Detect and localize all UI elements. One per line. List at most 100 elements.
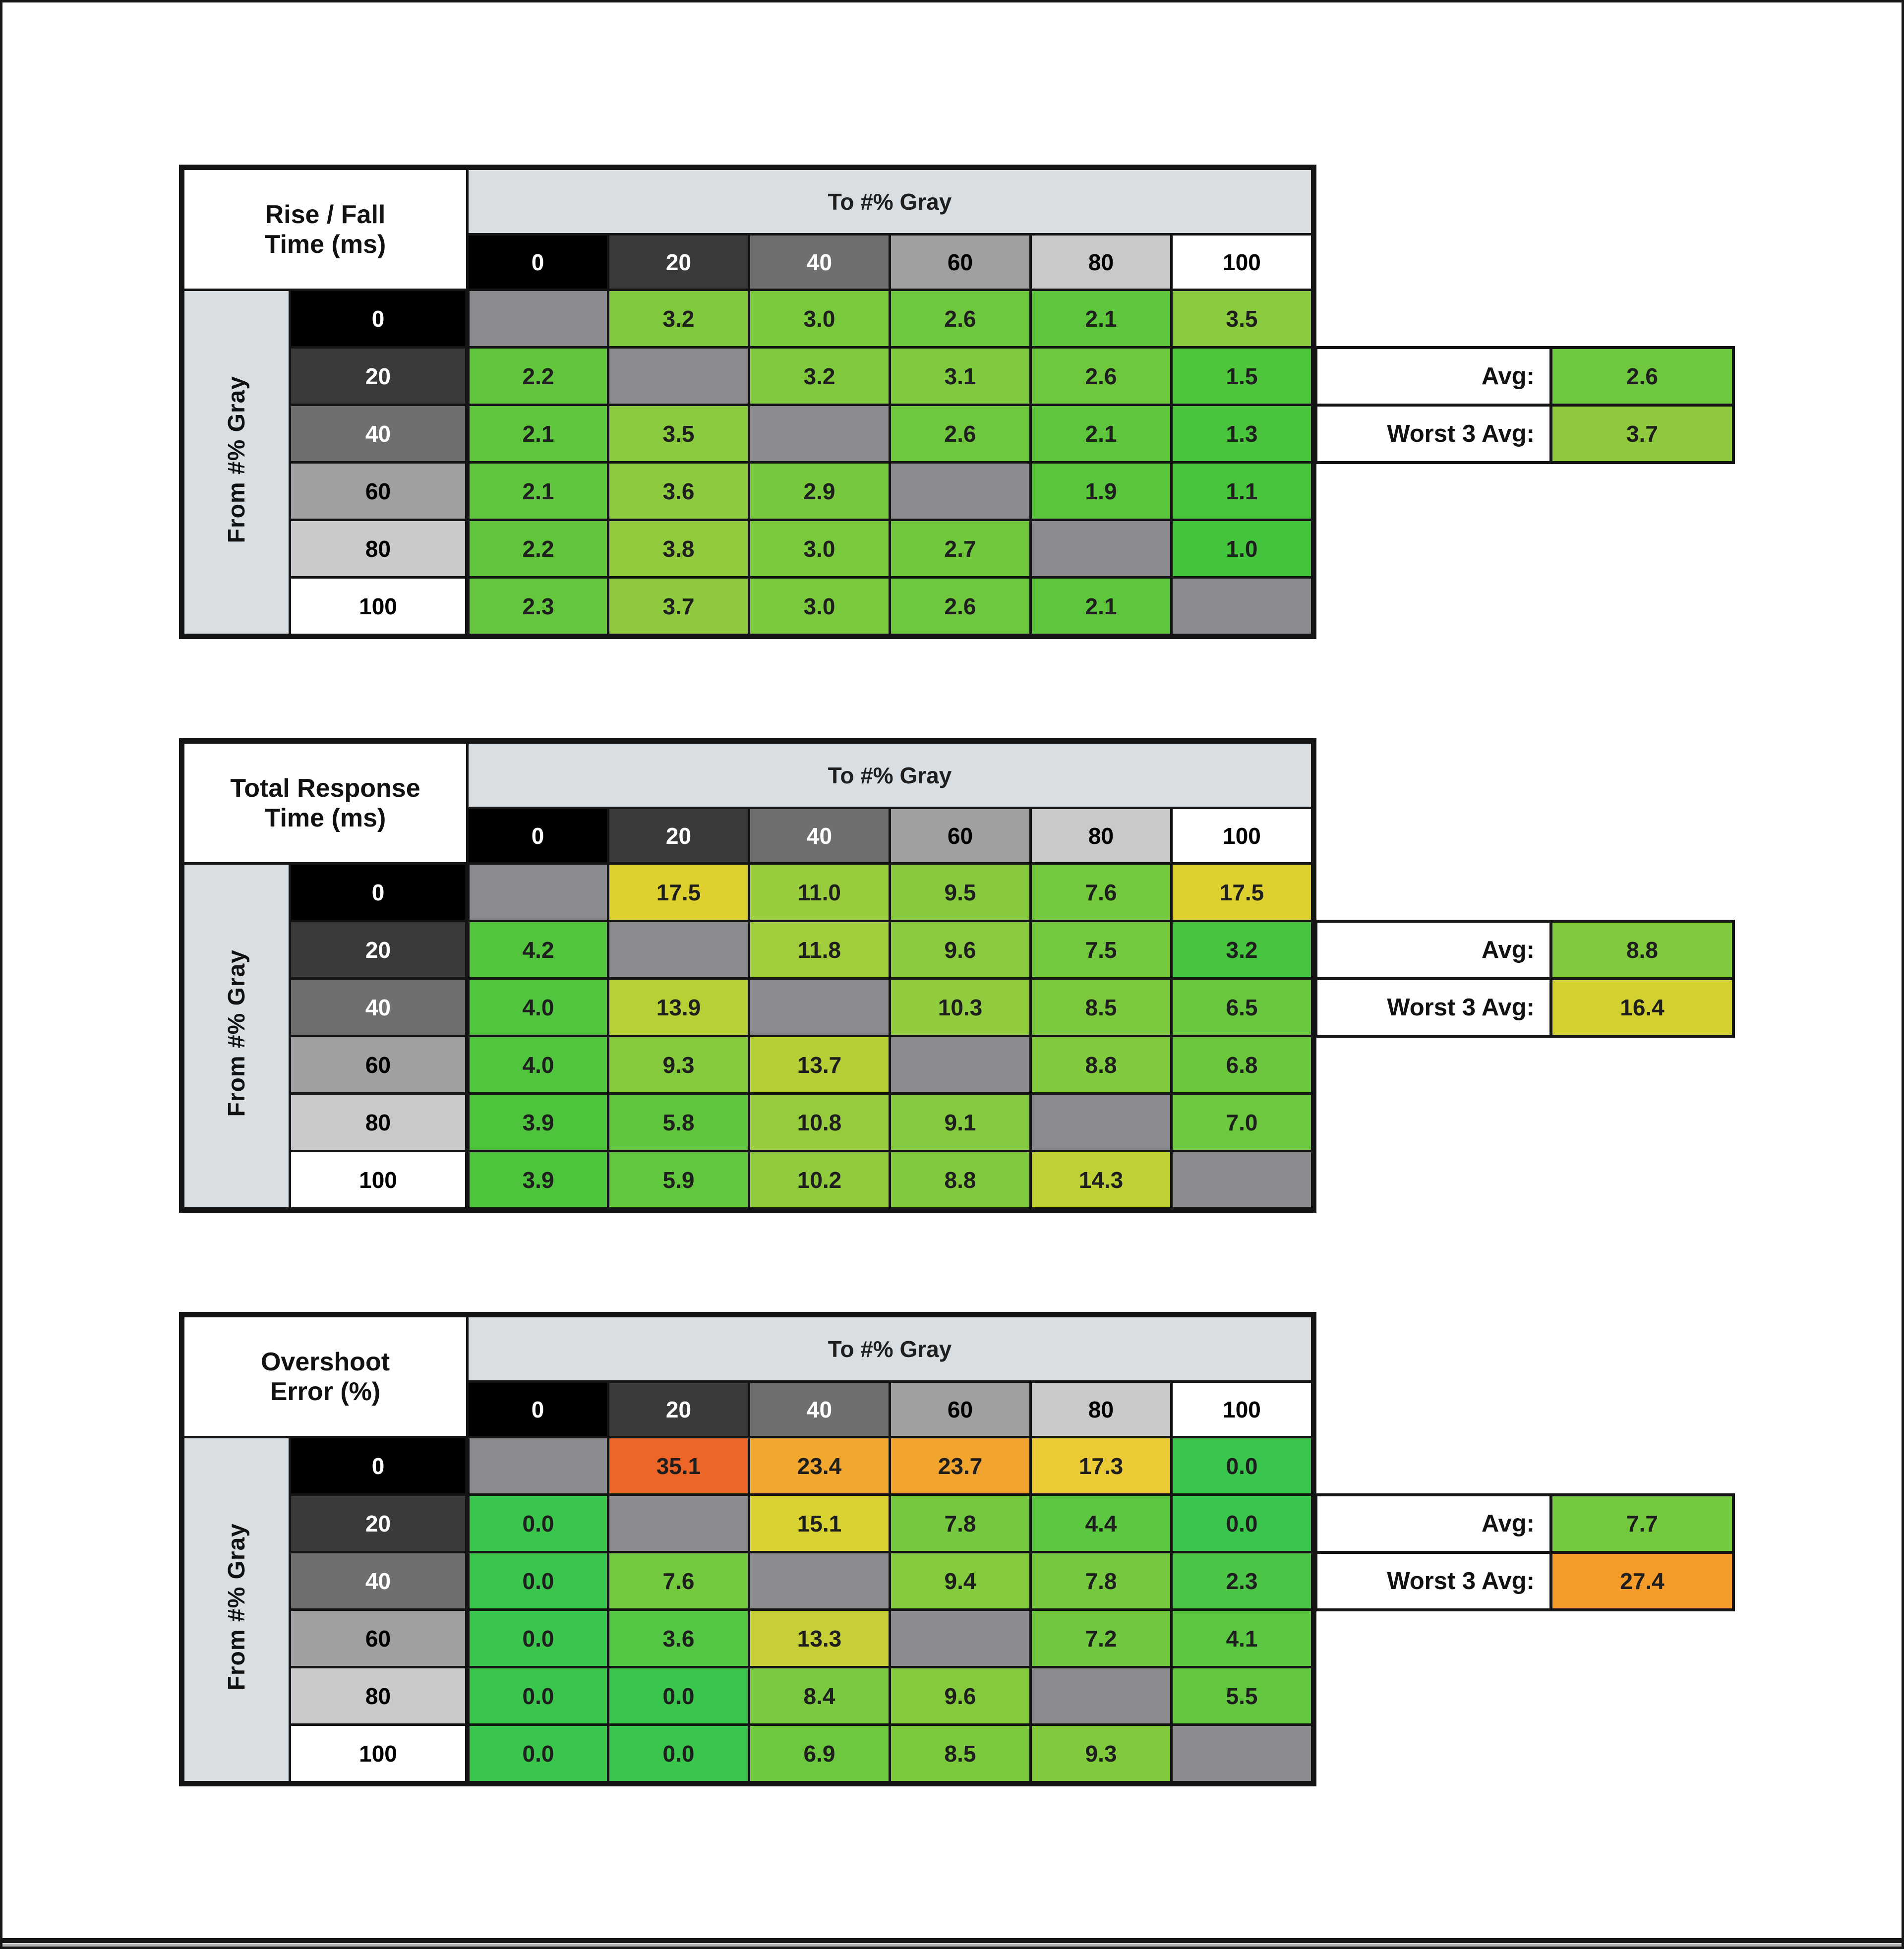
diagonal-blank-cell [889, 461, 1032, 521]
cell-from60-to0: 2.1 [465, 461, 609, 521]
col-header-0: 0 [466, 1380, 609, 1438]
diagonal-blank-cell [1029, 1092, 1173, 1152]
cell-from40-to60: 10.3 [889, 977, 1032, 1037]
cell-from0-to80: 2.1 [1029, 289, 1173, 349]
cell-from40-to80: 2.1 [1029, 404, 1173, 464]
cell-from0-to20: 17.5 [607, 862, 750, 922]
cell-from20-to60: 3.1 [889, 346, 1032, 406]
overshoot-summary: Avg: 7.7 Worst 3 Avg: 27.4 [1314, 1493, 1735, 1611]
cell-from0-to80: 7.6 [1029, 862, 1173, 922]
row-header-20: 20 [289, 346, 469, 406]
table-title-line2: Time (ms) [264, 803, 386, 832]
to-gray-header: To #% Gray [466, 741, 1313, 809]
cell-from100-to80: 2.1 [1029, 576, 1173, 636]
cell-from0-to60: 23.7 [889, 1436, 1032, 1496]
cell-from80-to60: 9.6 [889, 1666, 1032, 1726]
row-header-60: 60 [289, 1035, 469, 1095]
diagonal-blank-cell [465, 1436, 609, 1496]
diagonal-blank-cell [889, 1608, 1032, 1668]
cell-from20-to100: 1.5 [1170, 346, 1313, 406]
table-title: Overshoot Error (%) [182, 1315, 469, 1438]
cell-from40-to60: 2.6 [889, 404, 1032, 464]
from-gray-label: From #% Gray [182, 1436, 291, 1783]
cell-from80-to40: 3.0 [748, 519, 891, 579]
col-header-100: 100 [1170, 1380, 1313, 1438]
horizontal-scrollbar[interactable] [2, 1943, 1902, 1947]
cell-from60-to20: 3.6 [607, 1608, 750, 1668]
avg-label: Avg: [1317, 349, 1549, 404]
row-header-100: 100 [289, 1150, 469, 1210]
cell-from60-to80: 1.9 [1029, 461, 1173, 521]
window-bottom-border [2, 1938, 1902, 1943]
col-header-80: 80 [1029, 807, 1173, 865]
row-header-40: 40 [289, 1551, 469, 1611]
cell-from100-to80: 9.3 [1029, 1723, 1173, 1783]
table-title-line2: Time (ms) [264, 230, 386, 259]
cell-from0-to20: 3.2 [607, 289, 750, 349]
row-header-0: 0 [289, 289, 469, 349]
cell-from20-to0: 2.2 [465, 346, 609, 406]
row-header-0: 0 [289, 1436, 469, 1496]
cell-from80-to100: 7.0 [1170, 1092, 1313, 1152]
cell-from100-to60: 8.8 [889, 1150, 1032, 1210]
cell-from60-to100: 4.1 [1170, 1608, 1313, 1668]
avg-label: Avg: [1317, 923, 1549, 977]
diagonal-blank-cell [748, 977, 891, 1037]
cell-from20-to40: 11.8 [748, 920, 891, 980]
cell-from20-to80: 2.6 [1029, 346, 1173, 406]
cell-from100-to0: 0.0 [465, 1723, 609, 1783]
col-header-100: 100 [1170, 807, 1313, 865]
cell-from20-to0: 0.0 [465, 1493, 609, 1553]
avg-value: 2.6 [1552, 349, 1732, 404]
cell-from100-to20: 3.7 [607, 576, 750, 636]
rise-fall-time-grid: Rise / Fall Time (ms) To #% Gray 0 20 40 60 80 1… [182, 168, 1313, 636]
cell-from20-to100: 3.2 [1170, 920, 1313, 980]
col-header-60: 60 [889, 807, 1032, 865]
diagonal-blank-cell [1029, 519, 1173, 579]
row-header-40: 40 [289, 404, 469, 464]
row-header-100: 100 [289, 1723, 469, 1783]
diagonal-blank-cell [465, 862, 609, 922]
col-header-20: 20 [607, 807, 750, 865]
cell-from100-to0: 3.9 [465, 1150, 609, 1210]
total-response-time-grid: Total Response Time (ms) To #% Gray 0 20 40 60… [182, 741, 1313, 1210]
cell-from20-to60: 9.6 [889, 920, 1032, 980]
worst3-avg-value: 16.4 [1552, 980, 1732, 1035]
from-gray-label: From #% Gray [182, 289, 291, 636]
cell-from100-to80: 14.3 [1029, 1150, 1173, 1210]
row-header-60: 60 [289, 461, 469, 521]
avg-label: Avg: [1317, 1496, 1549, 1551]
avg-value: 7.7 [1552, 1496, 1732, 1551]
diagonal-blank-cell [748, 404, 891, 464]
row-header-100: 100 [289, 576, 469, 636]
col-header-60: 60 [889, 233, 1032, 291]
cell-from40-to0: 2.1 [465, 404, 609, 464]
diagonal-blank-cell [1170, 1723, 1313, 1783]
cell-from60-to20: 9.3 [607, 1035, 750, 1095]
cell-from100-to60: 2.6 [889, 576, 1032, 636]
cell-from80-to60: 2.7 [889, 519, 1032, 579]
row-header-80: 80 [289, 1092, 469, 1152]
cell-from80-to20: 3.8 [607, 519, 750, 579]
cell-from40-to0: 0.0 [465, 1551, 609, 1611]
cell-from40-to100: 6.5 [1170, 977, 1313, 1037]
cell-from0-to40: 23.4 [748, 1436, 891, 1496]
worst3-avg-label: Worst 3 Avg: [1317, 980, 1549, 1035]
cell-from80-to0: 2.2 [465, 519, 609, 579]
overshoot-error-table: Overshoot Error (%) To #% Gray 0 20 40 60 80 100… [179, 1312, 1316, 1786]
cell-from100-to40: 6.9 [748, 1723, 891, 1783]
rise-fall-table: Rise / Fall Time (ms) To #% Gray 0 20 40 60 80 1… [179, 165, 1316, 639]
cell-from40-to80: 8.5 [1029, 977, 1173, 1037]
cell-from40-to20: 7.6 [607, 1551, 750, 1611]
cell-from20-to60: 7.8 [889, 1493, 1032, 1553]
table-title-line2: Error (%) [270, 1377, 381, 1406]
col-header-0: 0 [466, 807, 609, 865]
cell-from20-to40: 3.2 [748, 346, 891, 406]
cell-from20-to0: 4.2 [465, 920, 609, 980]
cell-from100-to20: 5.9 [607, 1150, 750, 1210]
table-title-line1: Total Response [230, 773, 420, 803]
total-response-table: Total Response Time (ms) To #% Gray 0 20 40 60… [179, 738, 1316, 1213]
col-header-0: 0 [466, 233, 609, 291]
cell-from80-to20: 0.0 [607, 1666, 750, 1726]
cell-from20-to40: 15.1 [748, 1493, 891, 1553]
